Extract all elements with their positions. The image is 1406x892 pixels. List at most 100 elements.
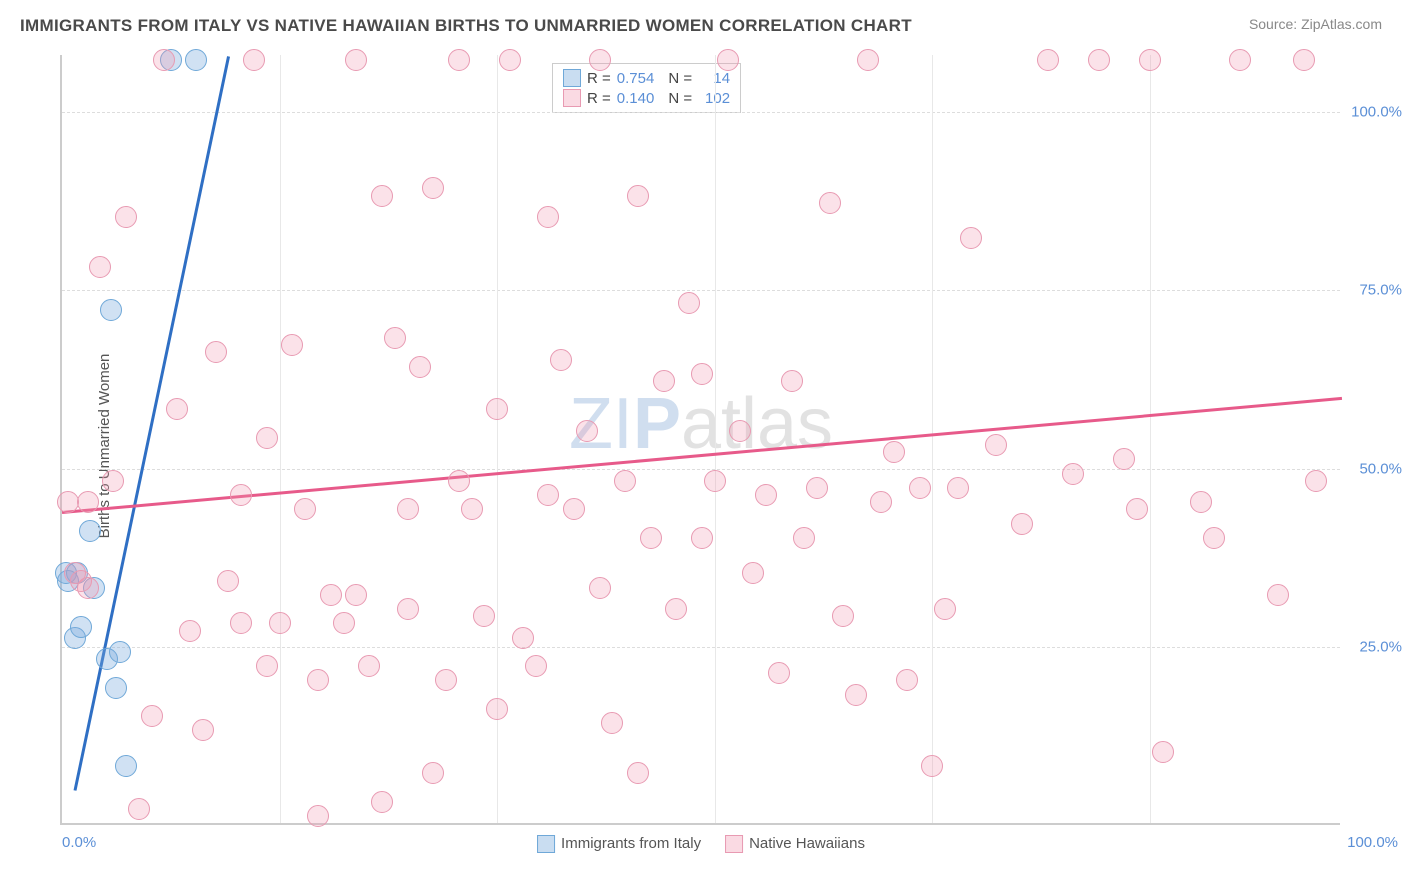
scatter-point [1293, 49, 1315, 71]
scatter-point [205, 341, 227, 363]
scatter-point [537, 206, 559, 228]
scatter-point [704, 470, 726, 492]
scatter-point [499, 49, 521, 71]
scatter-point [294, 498, 316, 520]
scatter-point [307, 805, 329, 827]
scatter-point [691, 363, 713, 385]
scatter-point [1088, 49, 1110, 71]
gridline-horizontal [62, 647, 1340, 648]
scatter-point [947, 477, 969, 499]
scatter-point [1139, 49, 1161, 71]
scatter-point [729, 420, 751, 442]
scatter-point [589, 577, 611, 599]
scatter-point [256, 427, 278, 449]
scatter-point [845, 684, 867, 706]
scatter-point [230, 612, 252, 634]
scatter-point [1267, 584, 1289, 606]
trend-line [73, 56, 230, 791]
stat-label-n: N = [668, 90, 692, 107]
scatter-point [115, 206, 137, 228]
gridline-vertical [715, 55, 716, 823]
scatter-point [100, 299, 122, 321]
scatter-point [371, 791, 393, 813]
scatter-point [1229, 49, 1251, 71]
gridline-vertical [280, 55, 281, 823]
stat-value-r: 0.754 [617, 70, 655, 87]
scatter-point [1126, 498, 1148, 520]
y-tick-label: 25.0% [1359, 638, 1402, 655]
scatter-point [102, 470, 124, 492]
y-tick-label: 50.0% [1359, 460, 1402, 477]
scatter-point [486, 698, 508, 720]
scatter-point [89, 256, 111, 278]
scatter-point [141, 705, 163, 727]
scatter-point [909, 477, 931, 499]
scatter-point [185, 49, 207, 71]
scatter-point [435, 669, 457, 691]
scatter-point [77, 491, 99, 513]
stat-label-r: R = [587, 70, 611, 87]
scatter-point [563, 498, 585, 520]
legend-swatch [537, 835, 555, 853]
scatter-point [371, 185, 393, 207]
scatter-point [883, 441, 905, 463]
y-tick-label: 75.0% [1359, 282, 1402, 299]
legend-swatch [563, 89, 581, 107]
scatter-point [896, 669, 918, 691]
scatter-point [409, 356, 431, 378]
scatter-point [1011, 513, 1033, 535]
stat-label-r: R = [587, 90, 611, 107]
legend-swatch [563, 69, 581, 87]
scatter-point [166, 398, 188, 420]
scatter-point [256, 655, 278, 677]
x-legend-item: Native Hawaiians [725, 835, 865, 853]
gridline-horizontal [62, 112, 1340, 113]
chart-container: IMMIGRANTS FROM ITALY VS NATIVE HAWAIIAN… [0, 0, 1406, 892]
scatter-point [77, 577, 99, 599]
scatter-point [1113, 448, 1135, 470]
scatter-point [819, 192, 841, 214]
scatter-point [281, 334, 303, 356]
scatter-point [832, 605, 854, 627]
scatter-point [128, 798, 150, 820]
scatter-point [1203, 527, 1225, 549]
scatter-point [473, 605, 495, 627]
scatter-point [1062, 463, 1084, 485]
x-axis-legend: Immigrants from Italy Native Hawaiians [537, 835, 865, 853]
scatter-point [384, 327, 406, 349]
scatter-point [1152, 741, 1174, 763]
stat-label-n: N = [668, 70, 692, 87]
scatter-point [397, 498, 419, 520]
scatter-point [537, 484, 559, 506]
gridline-vertical [1150, 55, 1151, 823]
scatter-point [601, 712, 623, 734]
gridline-vertical [932, 55, 933, 823]
scatter-point [550, 349, 572, 371]
gridline-horizontal [62, 469, 1340, 470]
scatter-point [781, 370, 803, 392]
correlation-stats-box: R =0.754N =14R =0.140N =102 [552, 63, 741, 113]
x-tick-label: 100.0% [1347, 834, 1398, 851]
chart-title: IMMIGRANTS FROM ITALY VS NATIVE HAWAIIAN… [20, 16, 912, 36]
scatter-point [1037, 49, 1059, 71]
scatter-point [461, 498, 483, 520]
scatter-point [921, 755, 943, 777]
scatter-point [525, 655, 547, 677]
scatter-point [665, 598, 687, 620]
scatter-point [358, 655, 380, 677]
scatter-point [422, 762, 444, 784]
scatter-point [345, 584, 367, 606]
scatter-point [1305, 470, 1327, 492]
x-tick-label: 0.0% [62, 834, 96, 851]
x-legend-item: Immigrants from Italy [537, 835, 701, 853]
scatter-point [153, 49, 175, 71]
scatter-point [105, 677, 127, 699]
scatter-point [179, 620, 201, 642]
scatter-point [307, 669, 329, 691]
scatter-point [755, 484, 777, 506]
scatter-point [448, 49, 470, 71]
scatter-point [806, 477, 828, 499]
scatter-point [934, 598, 956, 620]
scatter-point [512, 627, 534, 649]
scatter-point [691, 527, 713, 549]
